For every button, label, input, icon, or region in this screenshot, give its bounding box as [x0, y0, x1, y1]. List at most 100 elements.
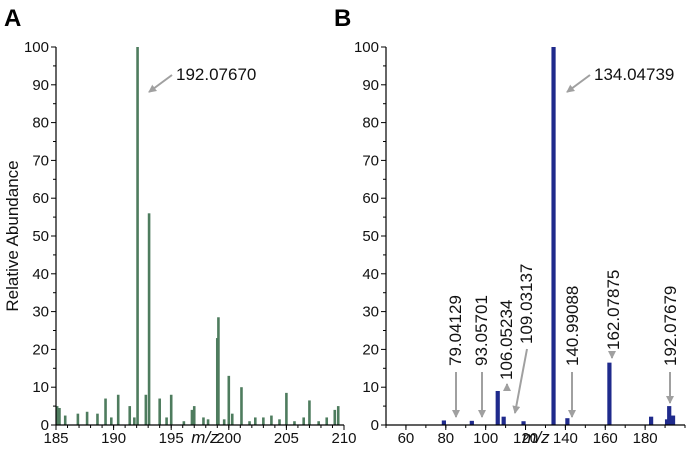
x-tick-label: 205	[274, 430, 299, 447]
peak-annotation-label: 192.07679	[661, 286, 680, 366]
x-tick-label: 200	[216, 430, 241, 447]
spectrum-bar	[501, 416, 506, 425]
peak-annotation-label: 79.04129	[446, 295, 465, 366]
x-tick-label: 120	[513, 430, 538, 447]
y-tick-label: 70	[362, 152, 379, 169]
spectrum-bar	[169, 394, 173, 425]
annotation-arrow	[148, 74, 173, 93]
spectrum-bar	[104, 398, 107, 425]
y-tick-label: 80	[362, 115, 379, 132]
peak-annotation-label: 140.99088	[563, 286, 582, 366]
y-tick-label: 50	[32, 228, 49, 245]
spectrum-bar	[76, 413, 80, 425]
spectrum-bar	[202, 417, 205, 425]
y-tick-label: 50	[362, 228, 379, 245]
peak-annotation-label: 109.03137	[517, 264, 536, 344]
peak-annotation-label: 134.04739	[594, 65, 674, 84]
panel-b-axes	[385, 47, 685, 426]
spectrum-bar	[495, 390, 500, 425]
spectrum-bar	[670, 415, 676, 425]
spectrum-bar	[551, 47, 556, 425]
y-tick-label: 40	[362, 266, 379, 283]
spectrum-bar	[254, 417, 257, 425]
x-tick-label: 210	[331, 430, 356, 447]
spectrum-bar	[96, 413, 99, 425]
y-tick-label: 10	[32, 379, 49, 396]
annotation-arrow	[512, 348, 528, 414]
spectrum-bar	[441, 420, 446, 425]
spectrum-bar	[192, 406, 196, 425]
spectrum-bar	[565, 418, 570, 425]
panel-a-ylabel: Relative Abundance	[3, 160, 22, 311]
x-tick-label: 185	[43, 430, 68, 447]
panel-a-annotations: 192.07670	[148, 65, 256, 93]
y-tick-label: 10	[362, 379, 379, 396]
spectrum-bar	[58, 407, 61, 425]
y-tick-label: 40	[32, 266, 49, 283]
spectrum-bar	[165, 417, 168, 425]
spectrum-bar	[649, 416, 654, 425]
spectrum-bar	[206, 419, 210, 425]
y-tick-label: 60	[362, 190, 379, 207]
panel-a-ticks: 0 10 20 30 40 50 60 70 80 90 100 185 190 195 200 205 210	[24, 39, 357, 447]
spectrum-bar	[217, 317, 220, 425]
spectrum-bar	[116, 394, 120, 425]
y-tick-label: 20	[32, 341, 49, 358]
spectrum-bar	[147, 213, 151, 425]
spectrum-bar	[190, 409, 194, 425]
spectrum-bar	[270, 415, 273, 425]
panel-b-letter: B	[334, 5, 351, 32]
peak-annotation-label: 192.07670	[176, 65, 256, 84]
x-tick-label: 100	[473, 430, 498, 447]
spectrum-bar	[158, 398, 161, 425]
panel-b-xlabel: m/z	[522, 428, 550, 447]
spectrum-bar	[664, 419, 670, 425]
spectrum-bar	[136, 47, 139, 425]
y-tick-label: 90	[32, 77, 49, 94]
panel-b-chart: B 0 10 20 30 40 50 60 70 80 90 100 60 80 100 120 140 160…	[334, 5, 686, 447]
spectrum-bar	[85, 411, 89, 425]
spectrum-bar	[182, 421, 186, 425]
y-tick-label: 0	[371, 417, 379, 434]
x-tick-label: 180	[633, 430, 658, 447]
y-tick-label: 80	[32, 115, 49, 132]
panel-a-bars	[55, 47, 340, 425]
spectrum-bar	[285, 392, 288, 425]
y-tick-label: 0	[41, 417, 49, 434]
x-tick-label: 60	[398, 430, 415, 447]
x-tick-label: 80	[437, 430, 454, 447]
spectrum-bar	[133, 417, 136, 425]
spectrum-bar	[325, 417, 329, 425]
spectrum-bar	[293, 421, 296, 425]
panel-a-letter: A	[4, 5, 21, 32]
peak-annotation-label: 162.07875	[604, 270, 623, 350]
spectrum-bar	[278, 419, 281, 425]
x-tick-label: 140	[553, 430, 578, 447]
spectrum-bar	[110, 417, 113, 425]
y-tick-label: 100	[24, 39, 49, 56]
spectrum-bar	[222, 419, 226, 425]
x-tick-label: 160	[593, 430, 618, 447]
spectrum-bar	[63, 415, 67, 425]
spectrum-bar	[333, 409, 337, 425]
panel-b-bars	[441, 47, 676, 425]
spectrum-bar	[240, 387, 243, 425]
spectrum-bar	[230, 413, 234, 425]
y-tick-label: 60	[32, 190, 49, 207]
spectrum-bar	[262, 417, 265, 425]
y-tick-label: 30	[362, 304, 379, 321]
y-tick-label: 100	[354, 39, 379, 56]
spectrum-bar	[302, 417, 305, 425]
spectrum-bar	[336, 406, 340, 425]
spectrum-bar	[128, 406, 132, 425]
spectrum-bar	[521, 421, 526, 425]
peak-annotation-label: 106.05234	[497, 300, 516, 380]
panel-a-xlabel: m/z	[191, 428, 219, 447]
panel-b-ticks: 0 10 20 30 40 50 60 70 80 90 100 60 80 100 120 140 160 18…	[354, 39, 686, 447]
spectrum-bar	[55, 406, 59, 425]
x-tick-label: 195	[159, 430, 184, 447]
spectrum-bar	[144, 394, 148, 425]
panel-a-axes	[55, 47, 344, 426]
spectrum-bar	[607, 362, 612, 425]
y-tick-label: 70	[32, 152, 49, 169]
